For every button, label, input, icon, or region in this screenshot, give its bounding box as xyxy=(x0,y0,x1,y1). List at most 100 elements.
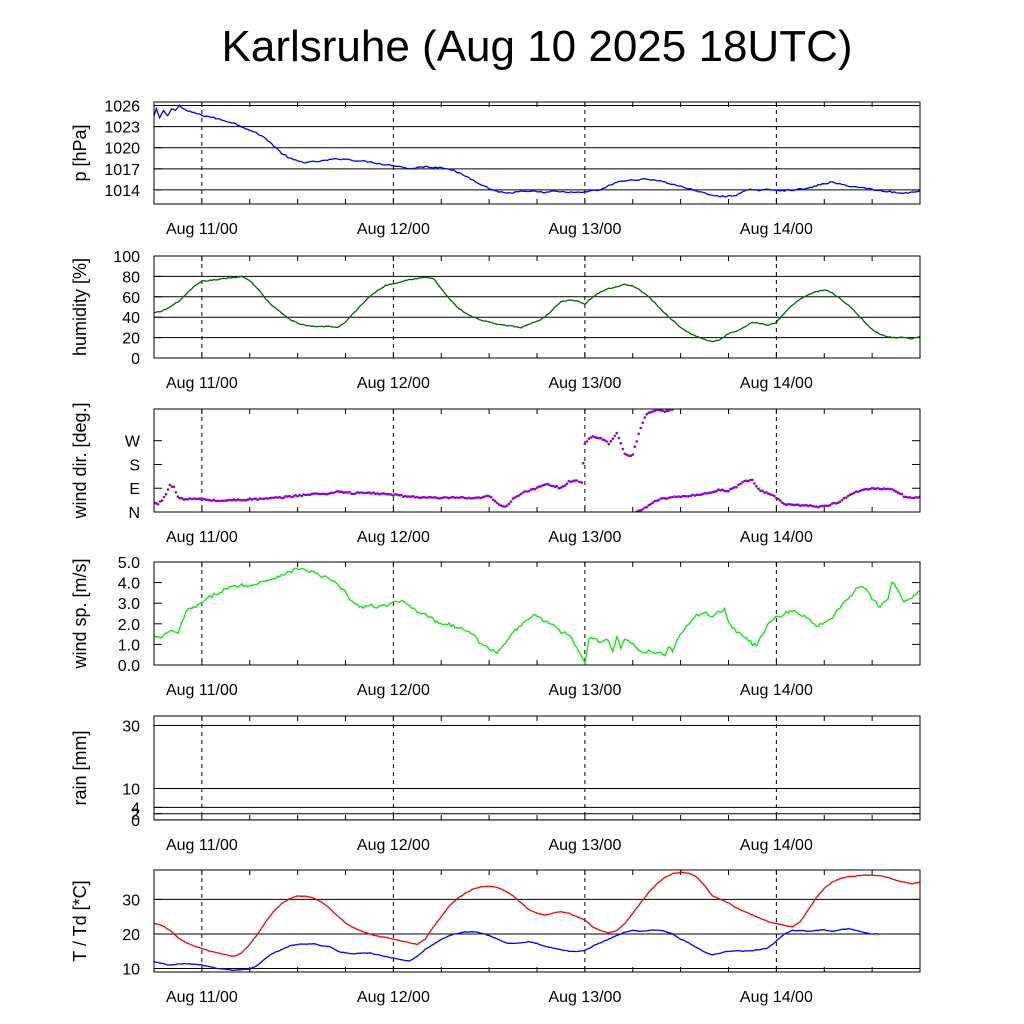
wind-dir-point xyxy=(420,496,423,499)
wind-dir-point xyxy=(799,504,802,508)
wind-dir-point xyxy=(292,495,295,498)
wind-dir-point xyxy=(479,496,483,500)
wind-dir-point xyxy=(509,500,513,503)
wind-dir-point xyxy=(352,492,355,496)
wind-dir-point xyxy=(483,495,487,498)
wind-dir-point xyxy=(308,493,311,497)
wind-dir-point xyxy=(364,491,367,495)
wind-dir-point xyxy=(639,426,642,430)
wind-dir-point xyxy=(372,491,375,494)
wind-dir-point xyxy=(651,501,654,505)
x-tick-label: Aug 14/00 xyxy=(740,837,813,854)
wind-dir-point xyxy=(625,453,629,457)
wind-dir-point xyxy=(627,454,631,458)
wind-dir-point xyxy=(823,504,826,508)
wind-dir-point xyxy=(434,496,437,499)
wind-dir-point xyxy=(904,495,908,499)
wind-dir-point xyxy=(178,496,182,500)
wind-dir-point xyxy=(569,480,573,484)
temperature-series-group xyxy=(154,871,920,972)
wind-dir-point xyxy=(621,447,625,451)
wind-dir-point xyxy=(723,489,726,493)
wind-dir-point xyxy=(657,409,660,412)
x-tick-label: Aug 11/00 xyxy=(166,221,238,238)
wind-dir-point xyxy=(334,490,337,494)
wind-dir-point xyxy=(438,497,441,500)
wind-dir-point xyxy=(541,484,545,487)
wind-dir-point xyxy=(244,498,248,502)
chart-title: Karlsruhe (Aug 10 2025 18UTC) xyxy=(221,22,853,71)
y-tick-label: 1017 xyxy=(104,162,140,179)
wind-dir-point xyxy=(647,411,650,415)
wind-dir-point xyxy=(424,496,427,499)
wind-dir-point xyxy=(729,487,732,491)
wind-dir-point xyxy=(653,499,656,503)
wind-dir-point xyxy=(384,492,387,496)
wind-dir-point xyxy=(224,499,228,503)
wind-dir-point xyxy=(573,479,577,482)
wind-dir-point xyxy=(172,485,176,489)
wind-dir-point xyxy=(759,489,762,493)
humidity-axis-title: humidity [%] xyxy=(70,258,90,356)
wind-dir-point xyxy=(677,495,680,498)
wind-dir-point xyxy=(445,496,449,499)
wind-dir-point xyxy=(773,494,776,498)
wind-dir-point xyxy=(551,484,555,488)
wind-dir-point xyxy=(246,498,250,502)
wind-dir-point xyxy=(713,490,716,494)
wind-dir-point xyxy=(330,491,333,495)
wind-dir-point xyxy=(501,505,505,508)
wind-dir-point xyxy=(617,436,621,440)
wind-dir-point xyxy=(461,496,465,499)
wind-dir-point xyxy=(362,491,365,495)
wind-dir-point xyxy=(727,489,730,493)
x-tick-label: Aug 14/00 xyxy=(740,221,813,238)
wind-dir-point xyxy=(316,492,319,496)
wind-dir-point xyxy=(252,497,255,501)
wind-dir-point xyxy=(457,496,461,500)
wind-dir-point xyxy=(601,438,605,441)
wind-dir-point xyxy=(661,496,664,500)
wind-dir-point xyxy=(320,492,323,496)
wind-dir-point xyxy=(346,491,349,494)
wind-dir-point xyxy=(539,485,543,488)
wind-dir-point xyxy=(192,497,196,500)
wind-dir-point xyxy=(797,503,800,507)
wind-dir-point xyxy=(691,493,694,497)
wind-dir-point xyxy=(284,495,288,498)
wind-dir-point xyxy=(817,506,820,509)
wind-dir-point xyxy=(673,495,676,498)
wind-dir-point xyxy=(489,495,493,499)
wind-dir-point xyxy=(896,491,900,495)
wind-dir-point xyxy=(312,492,315,495)
wind-dir-point xyxy=(418,496,421,500)
y-tick-label: 2 xyxy=(131,807,140,824)
wind-dir-point xyxy=(599,436,603,440)
wind-dir-point xyxy=(274,496,278,499)
wind-dir-point xyxy=(398,493,401,497)
wind-dir-point xyxy=(655,499,658,503)
wind-dir-point xyxy=(306,493,309,497)
wind-dir-point xyxy=(232,498,236,501)
wind-dir-point xyxy=(641,421,644,425)
wind-dir-point xyxy=(769,493,772,496)
x-tick-label: Aug 11/00 xyxy=(166,529,238,546)
x-tick-label: Aug 13/00 xyxy=(548,989,621,1006)
wind-dir-point xyxy=(459,495,463,499)
wind-dir-point xyxy=(414,496,417,499)
wind-dir-point xyxy=(631,453,635,456)
wind-dir-point xyxy=(416,495,419,499)
wind-dir-point xyxy=(158,500,162,503)
humidity-series-group xyxy=(154,275,920,343)
wind-dir-point xyxy=(637,432,640,436)
y-tick-label: 3.0 xyxy=(118,596,140,613)
wind-dir-point xyxy=(426,496,429,500)
wind-dir-point xyxy=(701,492,704,496)
wind-dir-point xyxy=(170,485,174,489)
wind-dir-point xyxy=(240,498,244,502)
wind-dir-point xyxy=(545,482,549,486)
wind-dir-point xyxy=(607,442,611,446)
wind-dir-point xyxy=(210,499,214,503)
wind-dir-point xyxy=(336,489,339,493)
wind-dir-point xyxy=(168,483,172,487)
